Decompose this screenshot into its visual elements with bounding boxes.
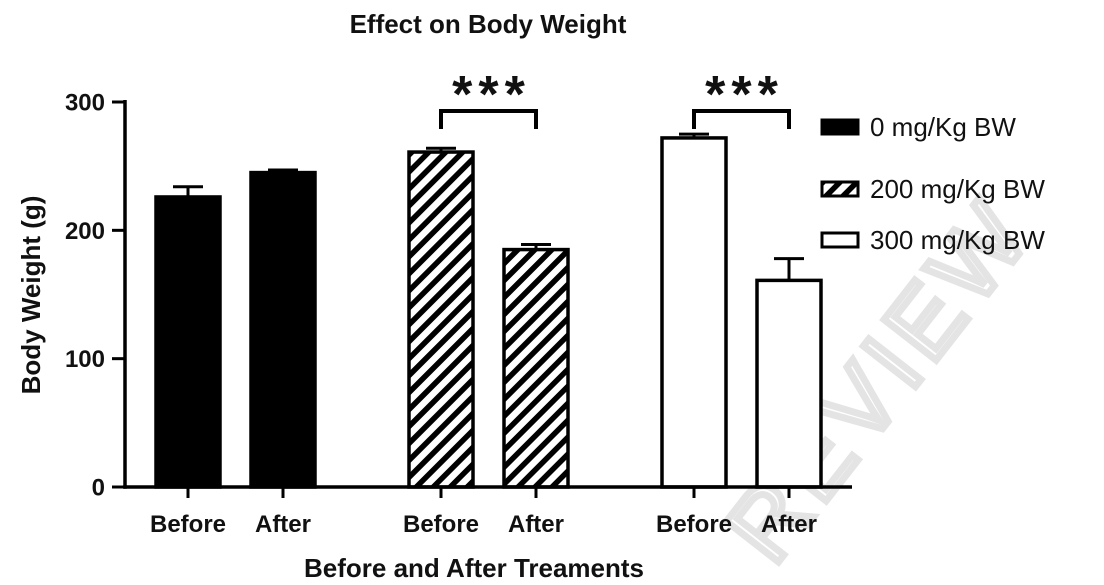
x-tick-label-300-mg-kg-bw-before: Before [656,511,732,538]
y-tick-label-300: 300 [65,90,105,117]
plot-area: Before After Before After Before After 0 100 200… [65,66,852,538]
bar-200-mg-kg-bw-after [502,247,570,489]
significance-bracket-200-mg-kg-bw [439,109,538,129]
x-tick-label-0-mg-kg-bw-before: Before [150,511,226,538]
chart-title: Effect on Body Weight [350,9,627,39]
bar-300-mg-kg-bw-after [755,278,823,489]
bar-200-mg-kg-bw-before [407,150,475,489]
x-tick-label-200-mg-kg-bw-before: Before [403,511,479,538]
legend-swatch-200-mg-kg-bw [820,180,860,198]
bar-0-mg-kg-bw-after [249,170,317,489]
significance-bracket-300-mg-kg-bw [692,109,791,129]
bar-300-mg-kg-bw-before [660,136,728,489]
legend-label-200-mg-kg-bw: 200 mg/Kg BW [870,174,1045,204]
y-tick-label-200: 200 [65,218,105,245]
y-axis-title: Body Weight (g) [16,196,46,395]
legend-label-300-mg-kg-bw: 300 mg/Kg BW [870,225,1045,255]
legend-swatch-0-mg-kg-bw [820,118,860,136]
x-axis-title: Before and After Treaments [304,553,644,583]
bar-0-mg-kg-bw-before [154,195,222,489]
y-tick-label-0: 0 [92,475,105,502]
significance-label-300-mg-kg-bw: *** [705,66,784,124]
legend: 0 mg/Kg BW 200 mg/Kg BW 300 mg/Kg BW [820,112,1045,255]
y-tick-label-100: 100 [65,346,105,373]
x-tick-label-200-mg-kg-bw-after: After [508,511,564,538]
legend-label-0-mg-kg-bw: 0 mg/Kg BW [870,112,1016,142]
x-tick-label-300-mg-kg-bw-after: After [761,511,817,538]
legend-swatch-300-mg-kg-bw [820,231,860,249]
significance-label-200-mg-kg-bw: *** [452,66,531,124]
x-tick-label-0-mg-kg-bw-after: After [255,511,311,538]
